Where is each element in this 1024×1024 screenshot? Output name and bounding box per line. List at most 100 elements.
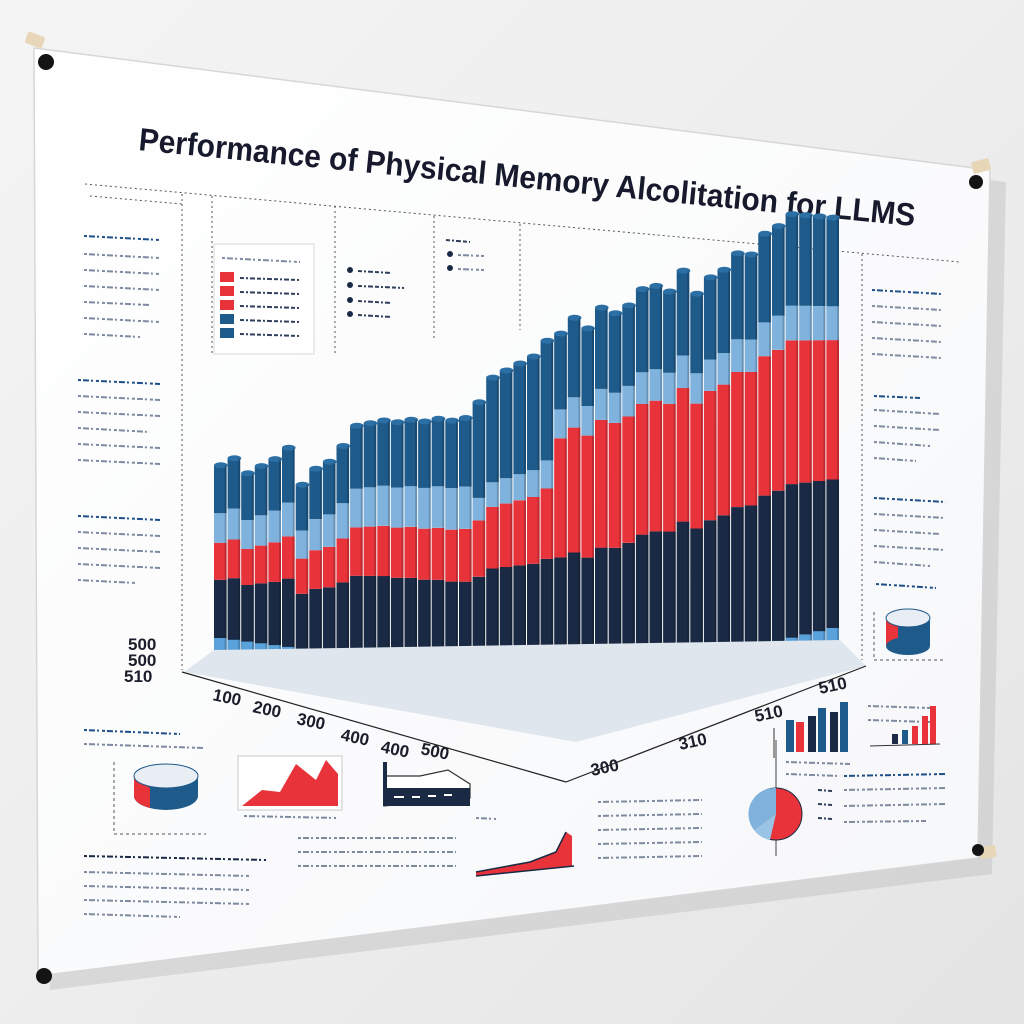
bar-25-cap — [540, 337, 555, 344]
bar-5-segment-3 — [268, 510, 281, 543]
bar-31-cap — [622, 302, 636, 309]
bar-3-segment-2 — [241, 548, 254, 585]
bar-1-segment-3 — [214, 513, 227, 543]
bar-33-edge — [660, 285, 663, 682]
bar-5-segment-4 — [268, 459, 281, 511]
bar-20-cap — [472, 399, 487, 406]
bar-17-segment-2 — [431, 527, 445, 580]
bar-44-segment-2 — [799, 340, 812, 483]
bar-25-edge — [551, 340, 554, 693]
bar-18-edge — [456, 420, 458, 681]
bar-43 — [785, 211, 800, 662]
bar-14-segment-3 — [390, 487, 404, 528]
bar-7-edge — [306, 484, 309, 661]
bar-19-cap — [459, 415, 473, 421]
bar-9 — [322, 458, 337, 677]
bar-12-segment-2 — [363, 526, 377, 576]
bar-23-cap — [513, 360, 527, 367]
bar-15-segment-2 — [404, 526, 418, 578]
bar-44-cap — [799, 212, 813, 219]
bar-14-segment-2 — [390, 527, 404, 578]
bar-26-segment-3 — [554, 409, 567, 439]
bar-35-segment-2 — [676, 388, 690, 522]
bar-4 — [254, 463, 269, 668]
bar-39-segment-3 — [731, 339, 744, 372]
bar-40-segment-1 — [744, 505, 758, 660]
bar-10-edge — [347, 446, 350, 666]
bar-29-cap — [595, 304, 609, 311]
bar-6-cap — [282, 444, 296, 451]
bar-22-edge — [510, 370, 513, 688]
bar-40-edge — [755, 254, 758, 660]
bar-28-segment-3 — [581, 406, 594, 436]
bar-39-segment-4 — [731, 253, 744, 340]
bar-17-cap — [431, 415, 446, 422]
bar-22-segment-2 — [499, 503, 513, 567]
mini-panel-cylinder — [83, 729, 206, 835]
bar-18-segment-3 — [445, 488, 458, 530]
right-notes — [871, 289, 947, 589]
bar-3 — [241, 470, 255, 666]
bar-4-segment-1 — [254, 583, 268, 656]
bar-10-segment-4 — [336, 446, 350, 504]
bar-44-segment-4 — [799, 215, 812, 306]
bar-37-segment-3 — [703, 359, 717, 391]
bar-1 — [214, 462, 228, 662]
bar-14-segment-4 — [390, 422, 404, 488]
bar-24-edge — [537, 356, 540, 691]
bar-37-segment-4 — [703, 277, 717, 360]
bar-1-cap — [214, 462, 228, 469]
bar-45-segment-1 — [812, 481, 826, 644]
bar-32-cap — [635, 286, 650, 293]
bar-33-cap — [649, 282, 664, 289]
bar-29-segment-3 — [595, 388, 608, 420]
bar-33-segment-3 — [649, 369, 663, 401]
bar-30-cap — [608, 310, 623, 317]
bar-2-segment-4 — [227, 458, 241, 509]
bar-8-segment-2 — [309, 550, 322, 589]
depth-axis-line — [565, 665, 867, 783]
bar-46-edge — [837, 217, 839, 640]
bar-1-segment-4 — [214, 465, 227, 514]
bar-5 — [268, 456, 283, 670]
bar-19-segment-2 — [459, 528, 472, 582]
bar-28-segment-4 — [581, 328, 594, 406]
bar-15-segment-3 — [404, 486, 418, 527]
bar-36 — [690, 290, 704, 685]
bar-32-segment-4 — [635, 289, 649, 373]
bar-34-cap — [663, 288, 677, 295]
bar-38-segment-1 — [717, 515, 731, 666]
bar-39 — [731, 250, 745, 675]
mini-area-chart — [237, 755, 343, 819]
bar-27-segment-3 — [567, 397, 581, 428]
bar-24-segment-3 — [527, 470, 540, 497]
bar-44-edge — [809, 215, 812, 647]
bar-31-edge — [632, 305, 635, 689]
legend-panel-secondary — [347, 239, 485, 318]
mini-line-chart — [475, 817, 575, 877]
bar-11-segment-4 — [350, 425, 363, 489]
bar-3-segment-3 — [241, 520, 254, 549]
bar-5-segment-1 — [268, 581, 281, 658]
bar-40-segment-2 — [744, 371, 758, 506]
bar-27-segment-2 — [567, 427, 581, 553]
bar-12-segment-3 — [363, 487, 377, 527]
bar-43-segment-1 — [785, 484, 799, 650]
bar-41-segment-3 — [758, 322, 771, 357]
bar-20-edge — [483, 402, 486, 684]
mini-pie-chart — [748, 740, 947, 856]
bar-23-edge — [524, 363, 526, 690]
bar-38-cap — [717, 266, 732, 273]
bar-8 — [309, 465, 323, 675]
bar-34-edge — [673, 291, 676, 679]
bar-46-segment-1 — [826, 479, 839, 640]
bar-5-edge — [279, 459, 281, 658]
bar-28-cap — [581, 325, 595, 332]
bar-30-segment-3 — [608, 392, 622, 423]
bar-36-cap — [690, 290, 704, 297]
bar-40-cap — [744, 251, 759, 258]
bar-41-cap — [758, 230, 772, 237]
bottom-notes — [83, 799, 703, 918]
bar-29-edge — [605, 307, 608, 695]
